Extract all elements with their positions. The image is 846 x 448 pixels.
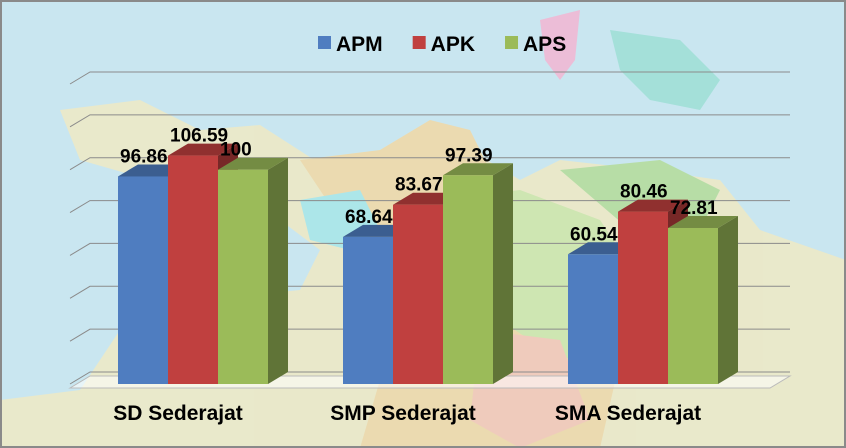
grid-line <box>69 328 790 342</box>
legend-label: APK <box>431 33 475 56</box>
bar <box>618 211 668 384</box>
bar-top <box>443 163 513 176</box>
bar-top <box>168 143 238 156</box>
grid-line <box>69 285 790 299</box>
data-label: 80.46 <box>620 182 668 203</box>
legend-swatch <box>318 36 331 49</box>
data-label: 68.64 <box>345 207 393 228</box>
bar-group <box>218 157 288 384</box>
grid-line <box>69 71 790 85</box>
legend-swatch <box>412 36 426 49</box>
x-tick-label: SMP Sederajat <box>330 402 476 425</box>
bar <box>443 175 493 384</box>
x-tick-label: SMA Sederajat <box>555 402 701 425</box>
grid-line <box>69 371 790 385</box>
x-tick-label: SD Sederajat <box>113 402 243 425</box>
bar-top <box>668 215 738 228</box>
bar <box>168 155 218 384</box>
bar <box>343 236 393 384</box>
grid-line <box>69 200 790 214</box>
grid-line <box>69 242 790 256</box>
data-label: 97.39 <box>445 145 493 166</box>
bar-top <box>618 199 688 212</box>
bar-group <box>443 163 513 384</box>
bar <box>393 204 443 384</box>
grid-line <box>69 157 790 171</box>
legend: APM APK APS <box>318 33 566 56</box>
bar <box>218 169 268 384</box>
bar-top <box>218 157 288 170</box>
data-label: 83.67 <box>395 175 443 196</box>
data-label: 60.54 <box>570 224 618 245</box>
grid-line <box>69 114 790 128</box>
data-label: 106.59 <box>170 126 228 147</box>
legend-swatch <box>505 36 519 49</box>
data-label: 72.81 <box>670 198 718 219</box>
bar <box>118 176 168 384</box>
data-label: 100 <box>220 140 252 161</box>
legend-label: APS <box>523 33 566 56</box>
bar-group <box>668 215 738 384</box>
bar <box>668 227 718 384</box>
bar-side <box>268 157 288 384</box>
bar-side <box>493 163 513 384</box>
data-label: 96.86 <box>120 146 168 167</box>
bar <box>568 254 618 384</box>
bar-side <box>718 215 738 384</box>
legend-label: APM <box>336 33 383 56</box>
